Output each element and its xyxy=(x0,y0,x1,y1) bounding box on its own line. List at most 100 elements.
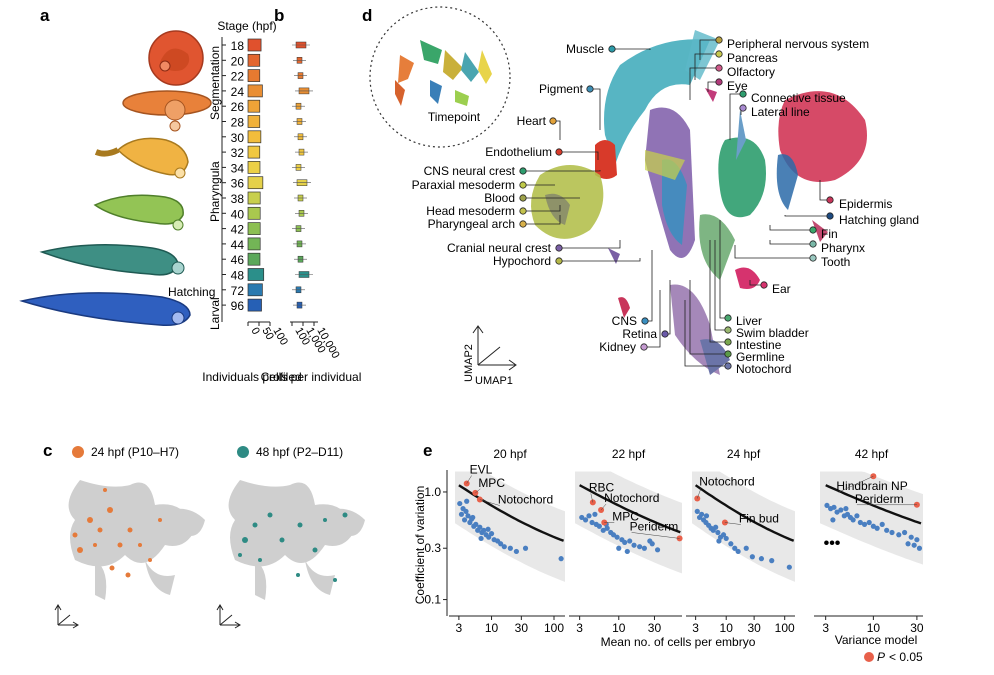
stage-label: 22 xyxy=(231,70,245,84)
callout-dot xyxy=(661,330,669,338)
cell-type-label: Germline xyxy=(736,350,785,364)
cv-point xyxy=(616,545,622,551)
callout-dot xyxy=(608,45,616,53)
individuals-bar xyxy=(247,283,263,297)
panel-c-axes xyxy=(54,604,241,629)
period-label-larval: Larval xyxy=(208,297,222,330)
legend-dot-24hpf xyxy=(72,446,84,458)
stage-label: 36 xyxy=(231,177,245,191)
significant-leader xyxy=(475,488,481,494)
cv-point xyxy=(735,548,741,555)
umap-axes: UMAP2 UMAP1 xyxy=(463,325,517,387)
legend-dot-48hpf xyxy=(237,446,249,458)
individuals-bar xyxy=(247,145,261,159)
cv-point xyxy=(558,556,564,562)
individuals-bar xyxy=(247,38,262,52)
cv-point xyxy=(592,511,598,517)
panel-label-b: b xyxy=(274,6,284,25)
cv-point xyxy=(641,545,647,551)
cv-point xyxy=(749,554,755,560)
umap2-label: UMAP2 xyxy=(463,344,475,382)
cell-type-label: Cranial neural crest xyxy=(447,241,552,255)
callout-dot xyxy=(724,350,732,358)
cv-point xyxy=(723,535,729,542)
individuals-bar xyxy=(247,53,261,67)
panel-e-ylabel: Coefficient of variation xyxy=(413,486,427,605)
embryo-24hpf xyxy=(122,90,212,132)
cell-type-label: Blood xyxy=(484,191,515,205)
cv-point xyxy=(874,525,880,531)
individuals-bar xyxy=(247,84,263,98)
cv-point xyxy=(604,525,610,531)
callout-dot xyxy=(715,36,723,44)
cv-point xyxy=(622,539,628,545)
cv-point xyxy=(786,564,792,570)
period-label-hatching: Hatching xyxy=(168,285,215,299)
callout-dot xyxy=(739,90,747,98)
embryo-36hpf xyxy=(93,194,184,231)
callout-line xyxy=(559,240,621,249)
panel-label-e: e xyxy=(423,441,432,460)
cv-point xyxy=(715,529,721,536)
stage-label: 30 xyxy=(231,131,245,145)
sig-legend-text: < 0.05 xyxy=(889,650,923,664)
callout-line xyxy=(523,215,561,225)
callout-line xyxy=(684,300,728,367)
cv-point xyxy=(649,541,655,547)
significant-leader xyxy=(631,532,680,539)
callout-dot xyxy=(715,50,723,58)
callout-line xyxy=(699,39,719,60)
panel-e-ellipsis: ••• xyxy=(824,535,841,552)
variance-model-label: Variance model xyxy=(835,633,918,647)
callout-dot xyxy=(641,317,649,325)
cv-point xyxy=(838,507,844,513)
callout-dot xyxy=(519,220,527,228)
callout-dot xyxy=(809,240,817,248)
cell-type-label: CNS neural crest xyxy=(424,164,516,178)
stage-label: 72 xyxy=(231,284,245,298)
cell-type-label: Hypochord xyxy=(493,254,551,268)
individuals-bar xyxy=(247,115,261,128)
umap-48hpf xyxy=(228,480,365,600)
cv-x-tick-label: 10 xyxy=(612,621,626,635)
stage-label: 46 xyxy=(231,253,245,267)
callout-line xyxy=(784,215,830,217)
cv-point xyxy=(461,517,468,523)
significant-label: EVL xyxy=(470,462,493,476)
cv-point xyxy=(485,526,491,532)
cv-point xyxy=(843,506,849,512)
cv-x-tick-label: 30 xyxy=(515,621,529,635)
individuals-bar xyxy=(247,252,261,266)
callout-line xyxy=(769,240,813,245)
significant-label: Notochord xyxy=(604,491,659,505)
cell-type-label: Intestine xyxy=(736,338,782,352)
cv-point xyxy=(637,544,643,550)
cv-point xyxy=(743,545,749,551)
cv-point xyxy=(589,519,595,526)
cv-point xyxy=(481,527,487,533)
cv-point xyxy=(513,548,519,555)
cv-point xyxy=(703,513,710,519)
cv-point xyxy=(522,545,529,551)
cv-y-tick-label: 0.3 xyxy=(424,541,441,555)
significant-leader xyxy=(838,476,874,493)
callout-line xyxy=(689,67,719,100)
cv-panel-title: 22 hpf xyxy=(612,447,646,461)
cv-point xyxy=(854,513,860,519)
cv-point xyxy=(631,542,637,548)
panel-b-stage-bars: Stage (hpf) Segmentation Pharyngula Hatc… xyxy=(168,19,361,384)
cv-point xyxy=(699,511,705,517)
callout-line xyxy=(590,88,601,130)
legend-label-24hpf: 24 hpf (P10–H7) xyxy=(91,445,179,459)
cell-type-label: Ear xyxy=(772,282,791,296)
callout-line xyxy=(612,48,651,50)
significant-leader xyxy=(590,493,594,503)
stage-label: 48 xyxy=(231,269,245,283)
embryo-72hpf xyxy=(19,292,191,327)
cell-type-label: Notochord xyxy=(736,362,791,376)
cv-point xyxy=(465,513,471,519)
callout-dot xyxy=(826,196,834,204)
sig-legend-p: P xyxy=(877,650,885,664)
cv-point xyxy=(720,532,727,538)
